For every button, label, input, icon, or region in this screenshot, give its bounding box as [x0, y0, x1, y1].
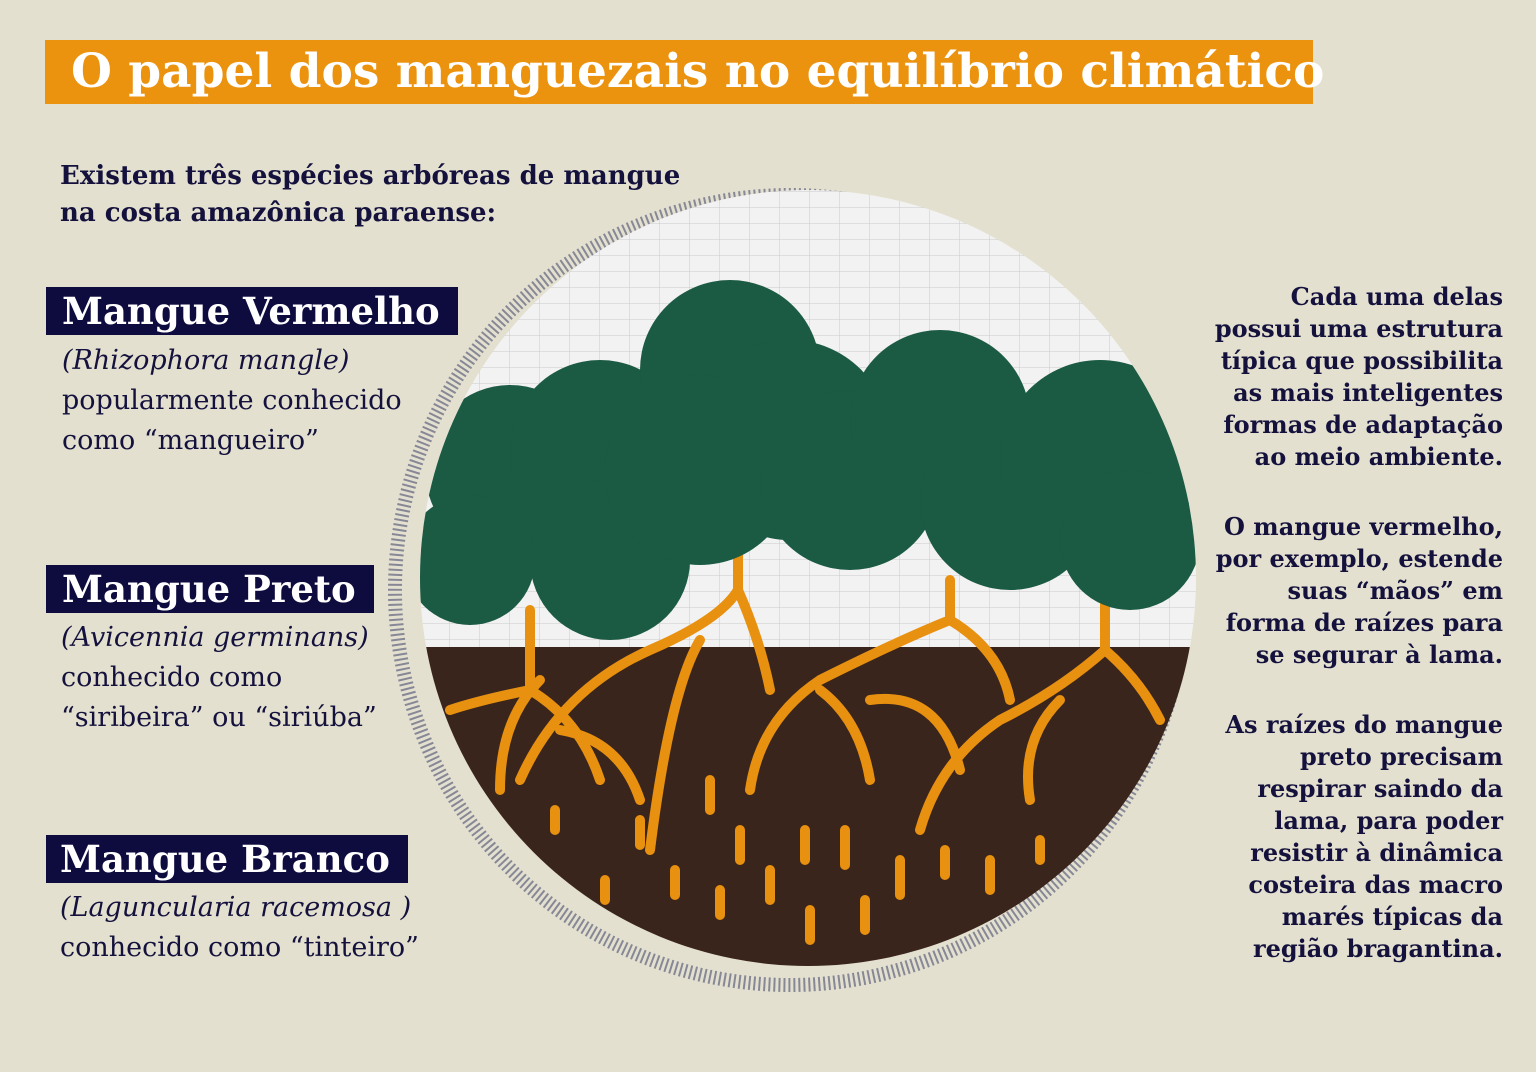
- note-mangue-vermelho: O mangue vermelho, por exemplo, estende …: [1215, 512, 1503, 669]
- species-desc-vermelho: (Rhizophora mangle) popularmente conheci…: [62, 345, 402, 456]
- species-desc-branco: (Laguncularia racemosa ) conhecido como …: [60, 892, 419, 963]
- page-title: O papel dos manguezais no equilíbrio cli…: [45, 40, 1324, 104]
- species-label-preto: Mangue Preto: [46, 565, 374, 613]
- roots: [445, 525, 1165, 945]
- species-label-branco: Mangue Branco: [46, 835, 408, 883]
- tree-canopies: [420, 280, 1196, 640]
- note-mangue-preto: As raízes do mangue preto precisam respi…: [1225, 710, 1503, 963]
- species-label-vermelho: Mangue Vermelho: [46, 287, 458, 335]
- species-desc-preto: (Avicennia germinans) conhecido como “si…: [61, 622, 377, 733]
- intro-text: Existem três espécies arbóreas de mangue…: [60, 161, 681, 228]
- note-adaptation: Cada uma delas possui uma estrutura típi…: [1214, 282, 1503, 471]
